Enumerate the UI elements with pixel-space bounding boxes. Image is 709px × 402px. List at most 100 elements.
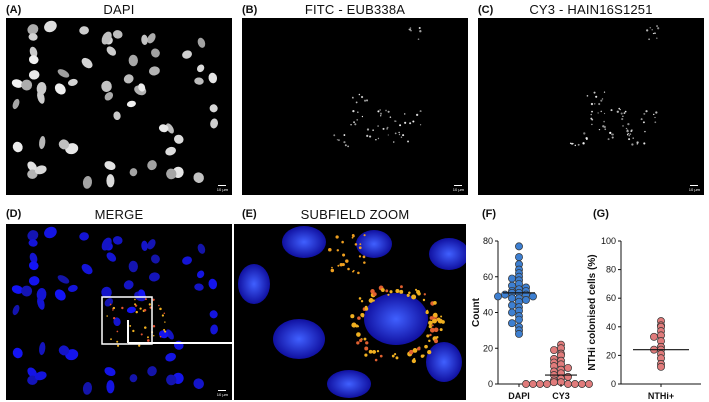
- signal-speckle: [380, 115, 382, 117]
- signal-speckle: [398, 133, 401, 136]
- nucleus: [112, 30, 123, 39]
- nucleus: [148, 272, 160, 282]
- nucleus: [147, 366, 157, 377]
- signal-speckle: [382, 127, 385, 130]
- bacteria-speckle: [337, 264, 340, 267]
- signal-speckle: [590, 117, 593, 120]
- signal-speckle: [627, 133, 629, 135]
- nucleus: [104, 367, 116, 377]
- bacteria-speckle: [417, 292, 421, 296]
- bacteria-speckle: [429, 316, 434, 320]
- panel-d-label: (D): [6, 208, 22, 220]
- bacteria-speckle: [426, 309, 429, 312]
- bacteria-speckle: [163, 312, 166, 315]
- signal-speckle: [350, 123, 352, 126]
- y-tick-label: 60: [483, 272, 493, 282]
- data-point: [564, 363, 572, 372]
- signal-speckle: [365, 99, 369, 102]
- panel-a-title: DAPI: [103, 2, 135, 17]
- bacteria-speckle: [380, 288, 385, 293]
- bacteria-speckle: [357, 271, 360, 275]
- signal-speckle: [597, 112, 599, 114]
- signal-speckle: [399, 124, 402, 127]
- bacteria-speckle: [436, 336, 439, 339]
- data-point: [585, 380, 593, 388]
- bacteria-speckle: [432, 317, 436, 320]
- bacteria-speckle: [144, 326, 147, 329]
- signal-speckle: [379, 109, 382, 111]
- nucleus: [101, 286, 112, 298]
- signal-speckle: [620, 112, 623, 115]
- scale-bar-label: 10 µm: [688, 187, 700, 192]
- x-tick-label: CY3: [552, 391, 570, 401]
- nucleus: [128, 54, 138, 67]
- signal-speckle: [387, 110, 390, 113]
- bacteria-speckle: [363, 337, 367, 341]
- nucleus: [112, 236, 123, 245]
- signal-speckle: [623, 112, 626, 114]
- signal-speckle: [626, 134, 629, 136]
- y-tick-label: 40: [606, 322, 616, 332]
- bacteria-speckle: [395, 356, 399, 360]
- bacteria-speckle: [414, 288, 418, 291]
- signal-speckle: [621, 117, 624, 121]
- signal-speckle: [394, 120, 397, 122]
- data-point: [508, 319, 516, 328]
- nucleus: [106, 252, 117, 262]
- nucleus: [54, 83, 66, 95]
- signal-speckle: [585, 138, 588, 140]
- signal-speckle: [624, 110, 627, 113]
- signal-speckle: [654, 121, 657, 124]
- bacteria-speckle: [147, 339, 150, 342]
- nucleus: [426, 342, 462, 382]
- signal-speckle: [628, 138, 631, 141]
- nucleus: [12, 347, 23, 359]
- bacteria-speckle: [368, 349, 373, 354]
- nucleus: [27, 375, 38, 385]
- panel-b-title: FITC - EUB338A: [304, 2, 406, 17]
- signal-speckle: [375, 139, 377, 141]
- signal-speckle: [632, 137, 634, 139]
- nucleus: [194, 77, 204, 85]
- nucleus: [81, 263, 93, 275]
- signal-speckle: [622, 125, 624, 127]
- bacteria-speckle: [359, 243, 362, 246]
- nucleus: [273, 319, 325, 359]
- y-axis-title: NTHi colonised cells (%): [587, 254, 598, 370]
- signal-speckle: [654, 32, 656, 35]
- nucleus: [44, 226, 57, 239]
- bacteria-speckle: [433, 339, 439, 344]
- bacteria-speckle: [159, 307, 162, 311]
- bacteria-speckle: [389, 290, 393, 294]
- nucleus: [113, 317, 121, 327]
- signal-speckle: [653, 113, 655, 116]
- signal-speckle: [590, 102, 594, 106]
- bacteria-speckle: [368, 298, 374, 303]
- bacteria-speckle: [429, 327, 435, 333]
- signal-speckle: [333, 134, 336, 137]
- bacteria-speckle: [413, 357, 416, 361]
- nucleus: [208, 278, 218, 290]
- signal-speckle: [417, 38, 420, 41]
- nucleus: [21, 79, 33, 91]
- nucleus: [29, 46, 38, 58]
- y-tick-label: 40: [483, 308, 493, 318]
- nucleus: [147, 239, 156, 250]
- nucleus: [141, 34, 148, 46]
- signal-speckle: [419, 110, 422, 113]
- nucleus: [182, 256, 192, 265]
- signal-speckle: [601, 98, 604, 100]
- signal-speckle: [354, 123, 357, 126]
- nucleus: [81, 57, 93, 69]
- signal-speckle: [645, 110, 648, 113]
- nucleus: [210, 324, 218, 335]
- bacteria-speckle: [153, 335, 155, 337]
- bacteria-speckle: [358, 297, 362, 300]
- bacteria-speckle: [146, 336, 149, 339]
- data-point: [501, 290, 509, 299]
- bacteria-speckle: [433, 327, 439, 333]
- nucleus: [28, 276, 40, 286]
- bacteria-speckle: [428, 320, 433, 326]
- nucleus: [129, 168, 138, 177]
- nucleus: [82, 381, 93, 395]
